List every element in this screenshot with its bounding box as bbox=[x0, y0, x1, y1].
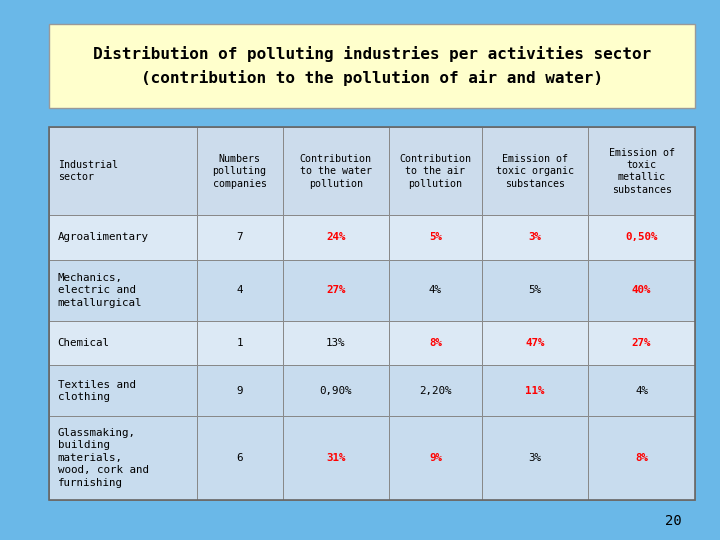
Text: Glassmaking,
building
materials,
wood, cork and
furnishing: Glassmaking, building materials, wood, c… bbox=[58, 428, 148, 488]
Bar bbox=[389, 260, 482, 321]
Text: 13%: 13% bbox=[326, 338, 346, 348]
Bar bbox=[282, 215, 389, 260]
Bar bbox=[588, 260, 695, 321]
Bar bbox=[588, 416, 695, 500]
Bar bbox=[49, 215, 197, 260]
Bar bbox=[197, 260, 282, 321]
Bar bbox=[389, 127, 482, 215]
Text: Industrial
sector: Industrial sector bbox=[58, 160, 117, 183]
Text: 24%: 24% bbox=[326, 233, 346, 242]
Text: Contribution
to the water
pollution: Contribution to the water pollution bbox=[300, 154, 372, 188]
Text: 40%: 40% bbox=[632, 285, 652, 295]
Bar bbox=[282, 321, 389, 365]
Bar bbox=[482, 416, 588, 500]
Bar bbox=[49, 321, 197, 365]
Text: 0,50%: 0,50% bbox=[625, 233, 658, 242]
Bar bbox=[482, 260, 588, 321]
Text: 7: 7 bbox=[236, 233, 243, 242]
Bar bbox=[197, 215, 282, 260]
Text: 4%: 4% bbox=[429, 285, 442, 295]
Bar bbox=[49, 365, 197, 416]
Text: Chemical: Chemical bbox=[58, 338, 109, 348]
Text: 5%: 5% bbox=[528, 285, 541, 295]
Text: Textiles and
clothing: Textiles and clothing bbox=[58, 380, 135, 402]
Text: 1: 1 bbox=[236, 338, 243, 348]
Text: 3%: 3% bbox=[528, 233, 541, 242]
Text: Distribution of polluting industries per activities sector
(contribution to the : Distribution of polluting industries per… bbox=[93, 46, 651, 86]
Bar bbox=[49, 127, 695, 500]
Text: Emission of
toxic
metallic
substances: Emission of toxic metallic substances bbox=[608, 147, 675, 195]
Text: Mechanics,
electric and
metallurgical: Mechanics, electric and metallurgical bbox=[58, 273, 142, 308]
Text: Numbers
polluting
companies: Numbers polluting companies bbox=[212, 154, 266, 188]
Text: 0,90%: 0,90% bbox=[320, 386, 352, 396]
Bar bbox=[49, 127, 197, 215]
Text: 4: 4 bbox=[236, 285, 243, 295]
Bar bbox=[389, 365, 482, 416]
Text: 6: 6 bbox=[236, 453, 243, 463]
Text: Contribution
to the air
pollution: Contribution to the air pollution bbox=[400, 154, 472, 188]
Text: 27%: 27% bbox=[632, 338, 652, 348]
Text: 20: 20 bbox=[665, 514, 682, 528]
Bar bbox=[282, 416, 389, 500]
Bar bbox=[482, 215, 588, 260]
Bar bbox=[282, 260, 389, 321]
Bar bbox=[482, 321, 588, 365]
Bar bbox=[282, 365, 389, 416]
Bar bbox=[588, 127, 695, 215]
Text: 3%: 3% bbox=[528, 453, 541, 463]
Bar bbox=[197, 365, 282, 416]
Bar bbox=[389, 416, 482, 500]
Bar bbox=[282, 127, 389, 215]
Text: 31%: 31% bbox=[326, 453, 346, 463]
Bar bbox=[197, 416, 282, 500]
Bar bbox=[588, 321, 695, 365]
Text: 8%: 8% bbox=[635, 453, 648, 463]
Bar bbox=[197, 321, 282, 365]
Text: 8%: 8% bbox=[429, 338, 442, 348]
Text: Agroalimentary: Agroalimentary bbox=[58, 233, 148, 242]
Bar bbox=[588, 215, 695, 260]
Text: Emission of
toxic organic
substances: Emission of toxic organic substances bbox=[496, 154, 574, 188]
Text: 5%: 5% bbox=[429, 233, 442, 242]
Text: 4%: 4% bbox=[635, 386, 648, 396]
Bar bbox=[482, 127, 588, 215]
Bar bbox=[389, 321, 482, 365]
Bar bbox=[588, 365, 695, 416]
Bar bbox=[482, 365, 588, 416]
Bar bbox=[389, 215, 482, 260]
Text: 2,20%: 2,20% bbox=[419, 386, 451, 396]
Text: 9: 9 bbox=[236, 386, 243, 396]
Text: 9%: 9% bbox=[429, 453, 442, 463]
Bar bbox=[49, 416, 197, 500]
Text: 11%: 11% bbox=[526, 386, 545, 396]
Bar bbox=[197, 127, 282, 215]
Bar bbox=[49, 260, 197, 321]
Text: 27%: 27% bbox=[326, 285, 346, 295]
FancyBboxPatch shape bbox=[49, 24, 695, 108]
Text: 47%: 47% bbox=[526, 338, 545, 348]
